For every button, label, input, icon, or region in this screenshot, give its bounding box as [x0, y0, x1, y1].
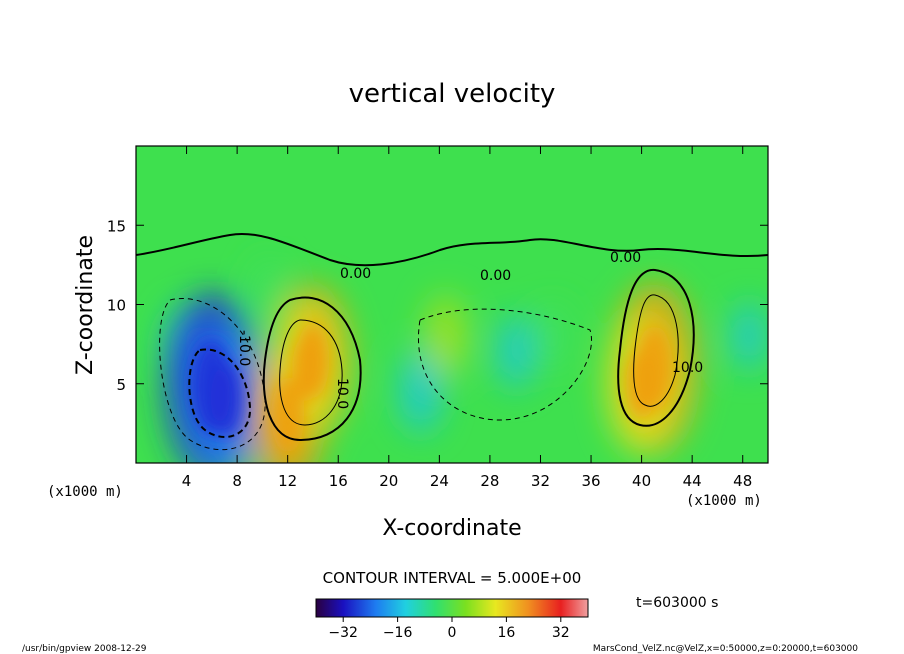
colorbar-tick-label: 16 — [497, 625, 515, 641]
contour-label-group: 0.00 0.00 0.00 10.0 10.0 -10.0 — [236, 250, 703, 409]
contour-label: 0.00 — [610, 250, 641, 266]
contour-label: 10.0 — [672, 360, 703, 376]
contour-positive-left — [262, 296, 362, 442]
time-label: t=603000 s — [636, 595, 718, 611]
y-tick-label: 15 — [107, 217, 126, 235]
contour-label: 10.0 — [334, 378, 350, 409]
x-tick-label: 8 — [232, 472, 242, 490]
contour-positive-left-inner — [279, 319, 343, 426]
field-blob — [253, 259, 284, 319]
x-axis-label: X-coordinate — [382, 516, 521, 541]
contour-negative-mid — [418, 308, 592, 421]
contour-label: 0.00 — [480, 268, 511, 284]
x-tick-label: 16 — [329, 472, 348, 490]
y-axis-label: Z-coordinate — [73, 235, 98, 375]
x-tick-label: 48 — [733, 472, 752, 490]
x-tick-label: 28 — [480, 472, 499, 490]
field-core — [292, 335, 321, 401]
contour-negative-left — [188, 348, 252, 439]
x-tick-label: 40 — [632, 472, 651, 490]
field-cores — [191, 322, 673, 454]
field-blob — [731, 301, 767, 371]
y-tick-label: 10 — [107, 297, 126, 315]
colorbar-tick-label: −16 — [383, 625, 413, 641]
colorbar-tick-label: 32 — [552, 625, 570, 641]
x-tick-label: 20 — [379, 472, 398, 490]
footer-right: MarsCond_VelZ.nc@VelZ,x=0:50000,z=0:2000… — [593, 644, 858, 654]
plot-area: 0.00 0.00 0.00 10.0 10.0 -10.0 — [136, 146, 768, 463]
y-tick-label: 5 — [116, 376, 126, 394]
x-tick-label: 24 — [430, 472, 449, 490]
contour-negative-outer — [159, 298, 266, 451]
contour-lines — [136, 233, 768, 451]
chart-title: vertical velocity — [349, 79, 556, 109]
colorbar-tick-label: 0 — [448, 625, 457, 641]
contour-label: -10.0 — [236, 330, 252, 366]
contour-positive-right — [617, 268, 695, 427]
contour-positive-right-inner — [633, 294, 679, 407]
field-core — [210, 362, 244, 438]
field-core — [626, 348, 657, 419]
field-blob — [399, 350, 442, 434]
x-axis-unit-left: (x1000 m) — [47, 484, 123, 500]
x-tick-label: 44 — [683, 472, 702, 490]
contour-zero-line — [136, 233, 768, 267]
colorbar-gradient — [315, 598, 589, 618]
colorbar-tick-label: −32 — [328, 625, 358, 641]
field-blob — [496, 315, 534, 389]
footer-left: /usr/bin/gpview 2008-12-29 — [22, 644, 147, 654]
x-tick-label: 4 — [182, 472, 192, 490]
x-axis: 4 8 12 16 20 24 28 32 36 40 44 48 — [182, 146, 752, 490]
colorbar-ticks: −32 −16 0 16 32 — [328, 617, 570, 641]
x-tick-label: 36 — [581, 472, 600, 490]
y-axis: 5 10 15 — [107, 217, 768, 394]
field-blob — [537, 304, 570, 369]
contour-interval-text: CONTOUR INTERVAL = 5.000E+00 — [323, 569, 582, 587]
colorbar: −32 −16 0 16 32 — [315, 598, 589, 641]
contour-label: 0.00 — [340, 266, 371, 282]
x-tick-label: 12 — [278, 472, 297, 490]
x-axis-unit-right: (x1000 m) — [686, 493, 762, 509]
field-blob — [424, 294, 467, 378]
x-tick-label: 32 — [531, 472, 550, 490]
